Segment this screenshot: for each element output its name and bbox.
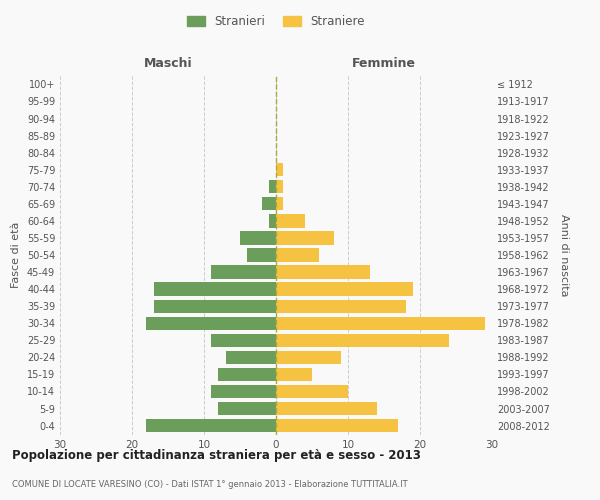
Legend: Stranieri, Straniere: Stranieri, Straniere — [182, 10, 370, 32]
Bar — [276, 214, 305, 228]
Y-axis label: Fasce di età: Fasce di età — [11, 222, 21, 288]
Bar — [146, 316, 276, 330]
Bar — [211, 385, 276, 398]
Bar — [154, 282, 276, 296]
Text: Popolazione per cittadinanza straniera per età e sesso - 2013: Popolazione per cittadinanza straniera p… — [12, 450, 421, 462]
Bar — [276, 350, 341, 364]
Bar — [276, 316, 485, 330]
Bar — [262, 197, 276, 210]
Text: COMUNE DI LOCATE VARESINO (CO) - Dati ISTAT 1° gennaio 2013 - Elaborazione TUTTI: COMUNE DI LOCATE VARESINO (CO) - Dati IS… — [12, 480, 407, 489]
Bar — [276, 163, 283, 176]
Bar — [276, 402, 377, 415]
Bar — [276, 282, 413, 296]
Bar — [211, 266, 276, 278]
Text: Femmine: Femmine — [352, 57, 416, 70]
Bar — [276, 385, 348, 398]
Bar — [218, 368, 276, 381]
Bar — [247, 248, 276, 262]
Bar — [276, 419, 398, 432]
Y-axis label: Anni di nascita: Anni di nascita — [559, 214, 569, 296]
Bar — [276, 266, 370, 278]
Bar — [269, 180, 276, 194]
Bar — [276, 300, 406, 313]
Bar — [211, 334, 276, 347]
Bar — [276, 368, 312, 381]
Bar — [269, 214, 276, 228]
Bar — [276, 232, 334, 244]
Bar — [146, 419, 276, 432]
Bar — [276, 180, 283, 194]
Bar — [154, 300, 276, 313]
Bar — [276, 197, 283, 210]
Bar — [226, 350, 276, 364]
Bar — [240, 232, 276, 244]
Bar — [276, 334, 449, 347]
Bar — [218, 402, 276, 415]
Text: Maschi: Maschi — [143, 57, 193, 70]
Bar — [276, 248, 319, 262]
